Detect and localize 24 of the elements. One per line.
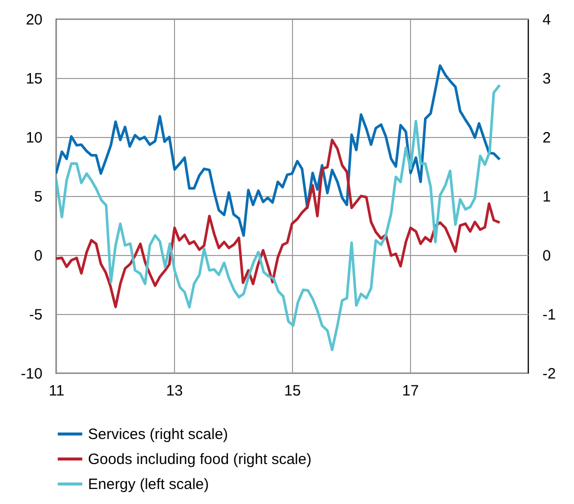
y-tick-label: 15 <box>26 70 42 88</box>
line-series <box>56 84 501 352</box>
y2-tick-label: 1 <box>542 188 551 206</box>
y2-tick-label: -2 <box>542 366 556 382</box>
y2-tick-label: 3 <box>542 70 551 88</box>
y2-tick-label: 2 <box>542 130 551 146</box>
x-tick-label: 13 <box>166 382 183 400</box>
legend-label: Services (right scale) <box>88 426 228 443</box>
y-tick-label: -10 <box>20 366 42 382</box>
y2-tick-label: -1 <box>542 306 556 324</box>
y-tick-label: 0 <box>34 248 42 264</box>
y-tick-label: 10 <box>26 130 42 146</box>
line-series <box>56 138 501 308</box>
x-tick-label: 15 <box>284 382 301 400</box>
legend-label: Goods including food (right scale) <box>88 451 312 468</box>
legend-label: Energy (left scale) <box>88 476 209 493</box>
y-tick-label: -5 <box>29 306 42 324</box>
x-tick-label: 11 <box>48 382 64 400</box>
line-series <box>56 64 501 237</box>
y-tick-label: 20 <box>26 12 42 28</box>
y2-tick-label: 0 <box>542 248 551 264</box>
y2-tick-label: 4 <box>542 12 551 28</box>
y-tick-label: 5 <box>34 188 42 206</box>
x-tick-label: 17 <box>402 382 419 400</box>
